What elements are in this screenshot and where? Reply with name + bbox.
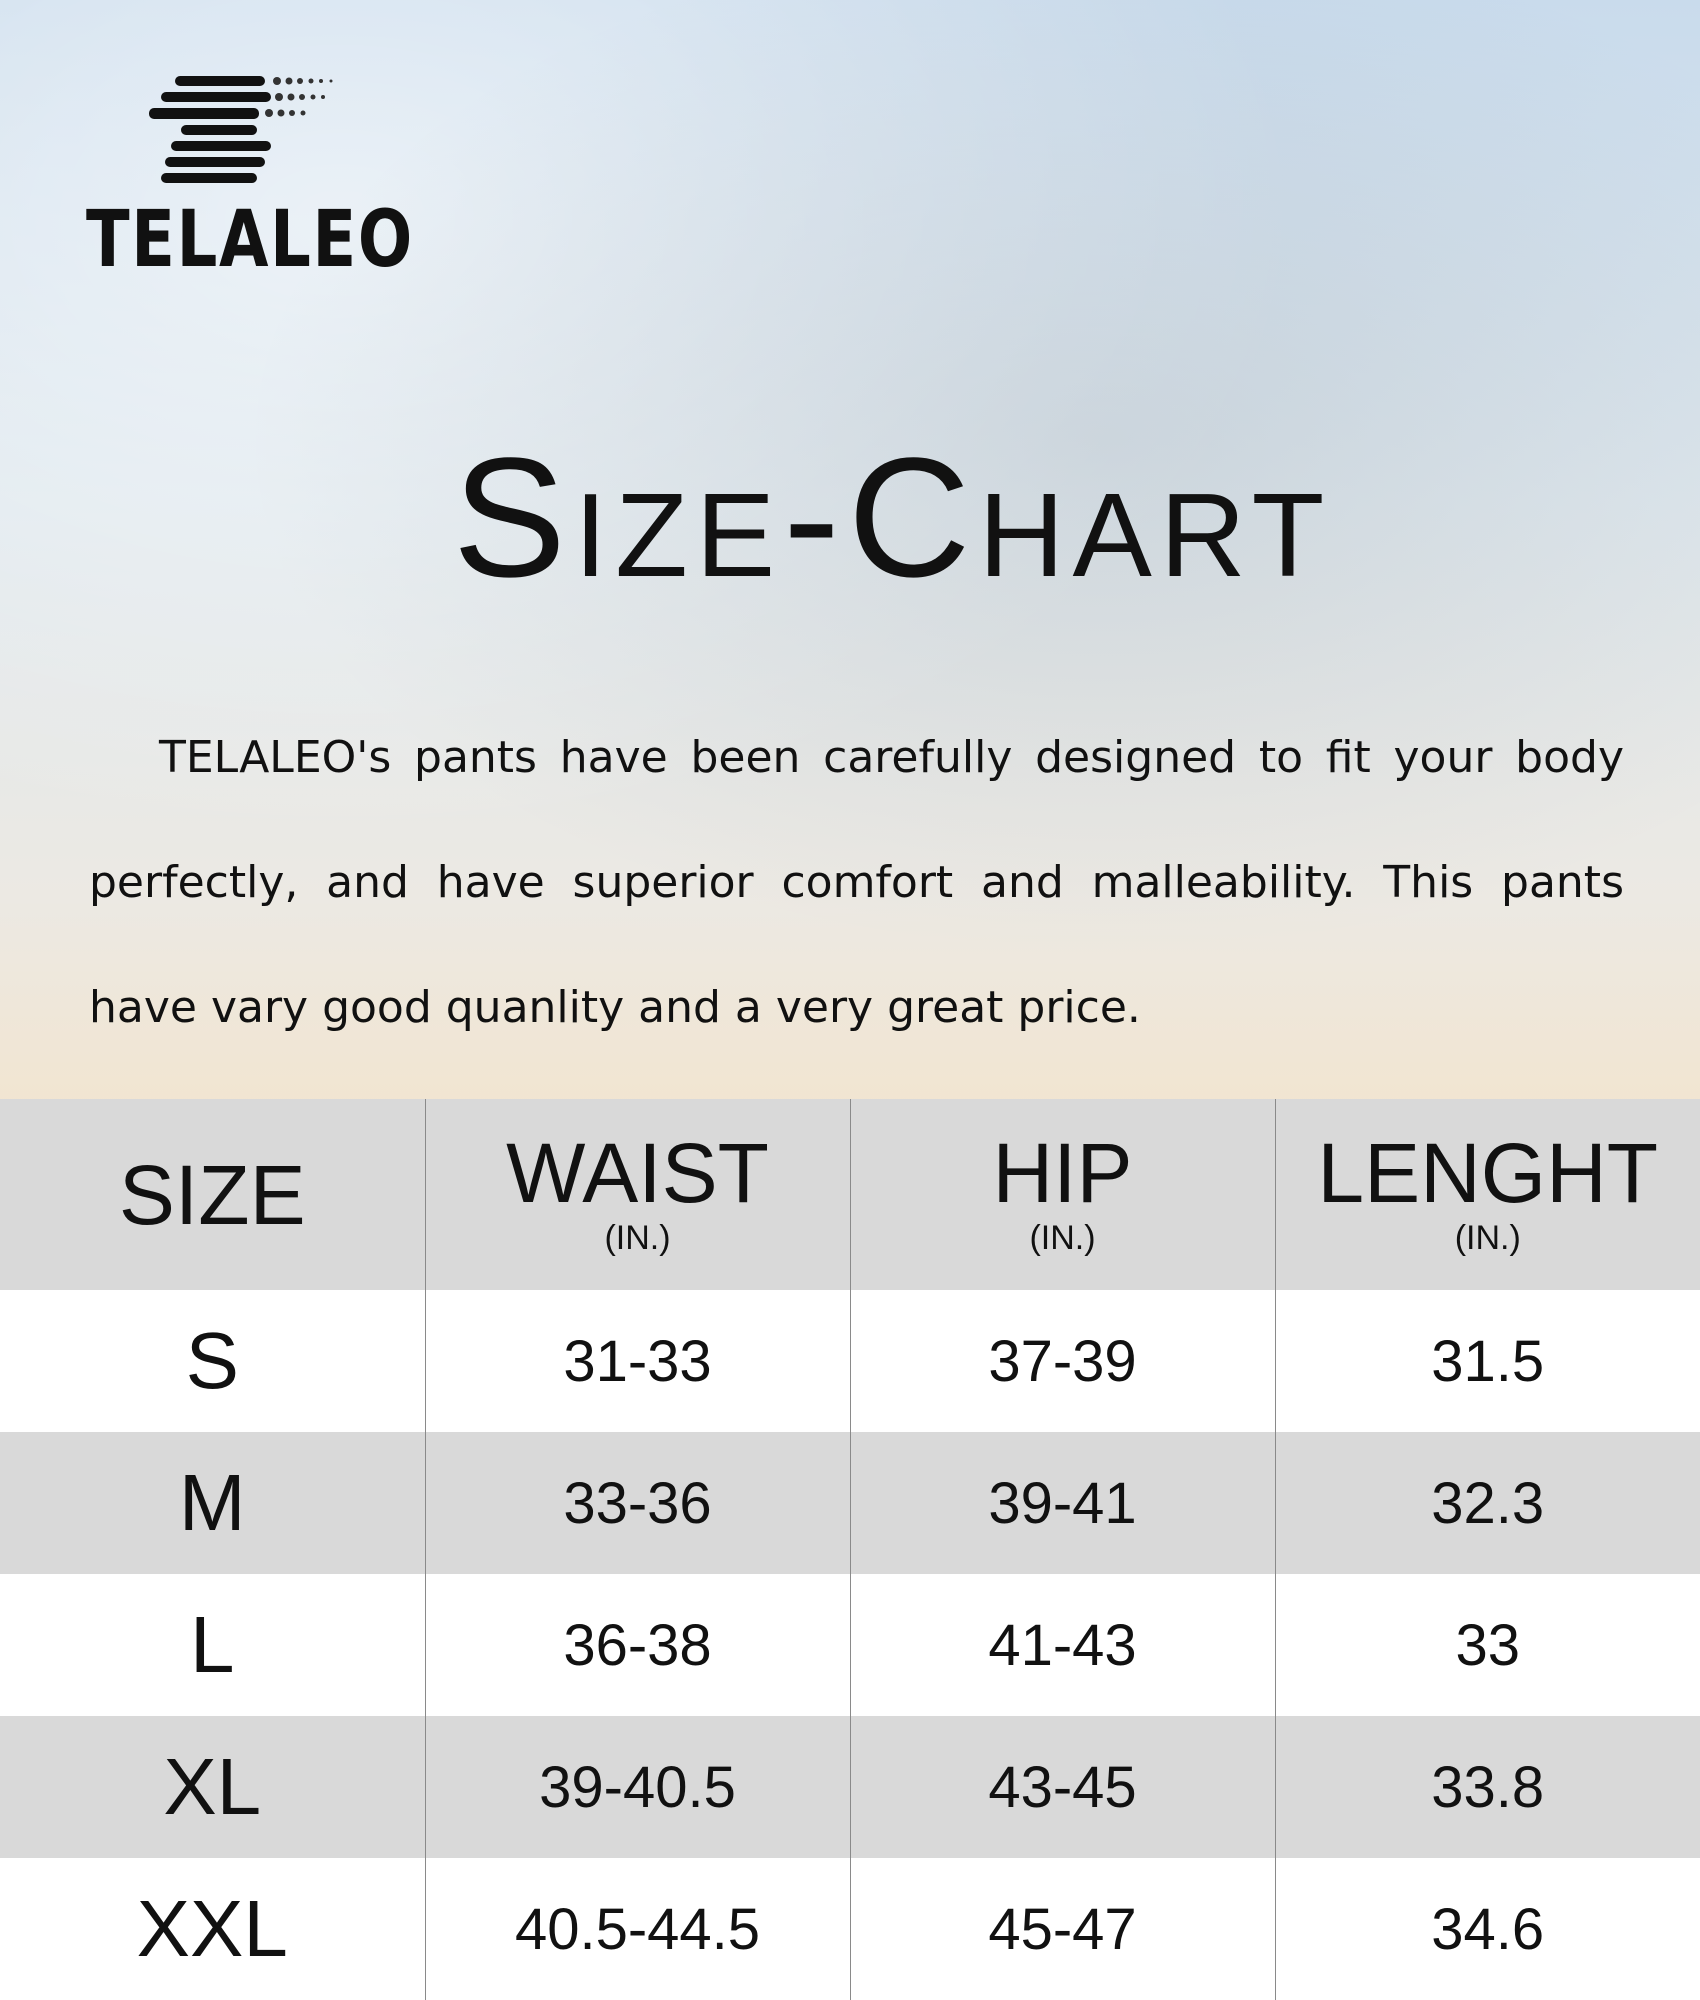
title: Size-Chart — [452, 423, 1333, 613]
size-cell: XXL — [136, 1884, 288, 1973]
header-label: WAIST — [506, 1126, 769, 1220]
value-cell: 37-39 — [849, 1290, 1275, 1432]
table-row: L 36-38 41-43 33 — [0, 1574, 1700, 1716]
value-cell: 36-38 — [424, 1574, 850, 1716]
header-unit: (IN.) — [1454, 1219, 1521, 1257]
size-table: SIZE WAIST (IN.) HIP (IN.) LENGHT (IN.) S 31-33… — [0, 1099, 1700, 2000]
header-label: SIZE — [118, 1147, 306, 1242]
header-label: LENGHT — [1317, 1126, 1659, 1220]
size-cell: S — [185, 1316, 239, 1405]
value-cell: 39-40.5 — [424, 1716, 850, 1858]
header-unit: (IN.) — [604, 1219, 671, 1257]
header-cell: SIZE — [0, 1099, 425, 1290]
header-unit: (IN.) — [1029, 1219, 1096, 1257]
table-row: XL 39-40.5 43-45 33.8 — [0, 1716, 1700, 1858]
header-row: SIZE WAIST (IN.) HIP (IN.) LENGHT (IN.) — [0, 1099, 1700, 1290]
value-cell: 32.3 — [1274, 1432, 1700, 1574]
value-cell: 33-36 — [424, 1432, 850, 1574]
value-cell: 43-45 — [849, 1716, 1275, 1858]
size-cell: L — [190, 1600, 235, 1689]
table-row: S 31-33 37-39 31.5 — [0, 1290, 1700, 1432]
header-cell: HIP (IN.) — [849, 1099, 1275, 1290]
table-row: M 33-36 39-41 32.3 — [0, 1432, 1700, 1574]
value-cell: 39-41 — [849, 1432, 1275, 1574]
table-row: XXL 40.5-44.5 45-47 34.6 — [0, 1858, 1700, 2000]
value-cell: 40.5-44.5 — [424, 1858, 850, 2000]
header-cell: WAIST (IN.) — [424, 1099, 850, 1290]
logo-text: TELALEO — [86, 195, 414, 285]
value-cell: 33.8 — [1274, 1716, 1700, 1858]
value-cell: 41-43 — [849, 1574, 1275, 1716]
header-cell: LENGHT (IN.) — [1274, 1099, 1700, 1290]
size-cell: M — [178, 1458, 246, 1547]
value-cell: 33 — [1274, 1574, 1700, 1716]
size-cell: XL — [163, 1742, 262, 1831]
background-glow — [0, 0, 1700, 1100]
logo-icon — [149, 76, 333, 183]
value-cell: 34.6 — [1274, 1858, 1700, 2000]
value-cell: 45-47 — [849, 1858, 1275, 2000]
value-cell: 31.5 — [1274, 1290, 1700, 1432]
value-cell: 31-33 — [424, 1290, 850, 1432]
header-label: HIP — [992, 1126, 1133, 1220]
description: TELALEO's pants have been carefully desi… — [89, 732, 1624, 1033]
table-body: S 31-33 37-39 31.5 M 33-36 39-41 32.3 L 36-38 41-4… — [0, 1290, 1700, 2000]
